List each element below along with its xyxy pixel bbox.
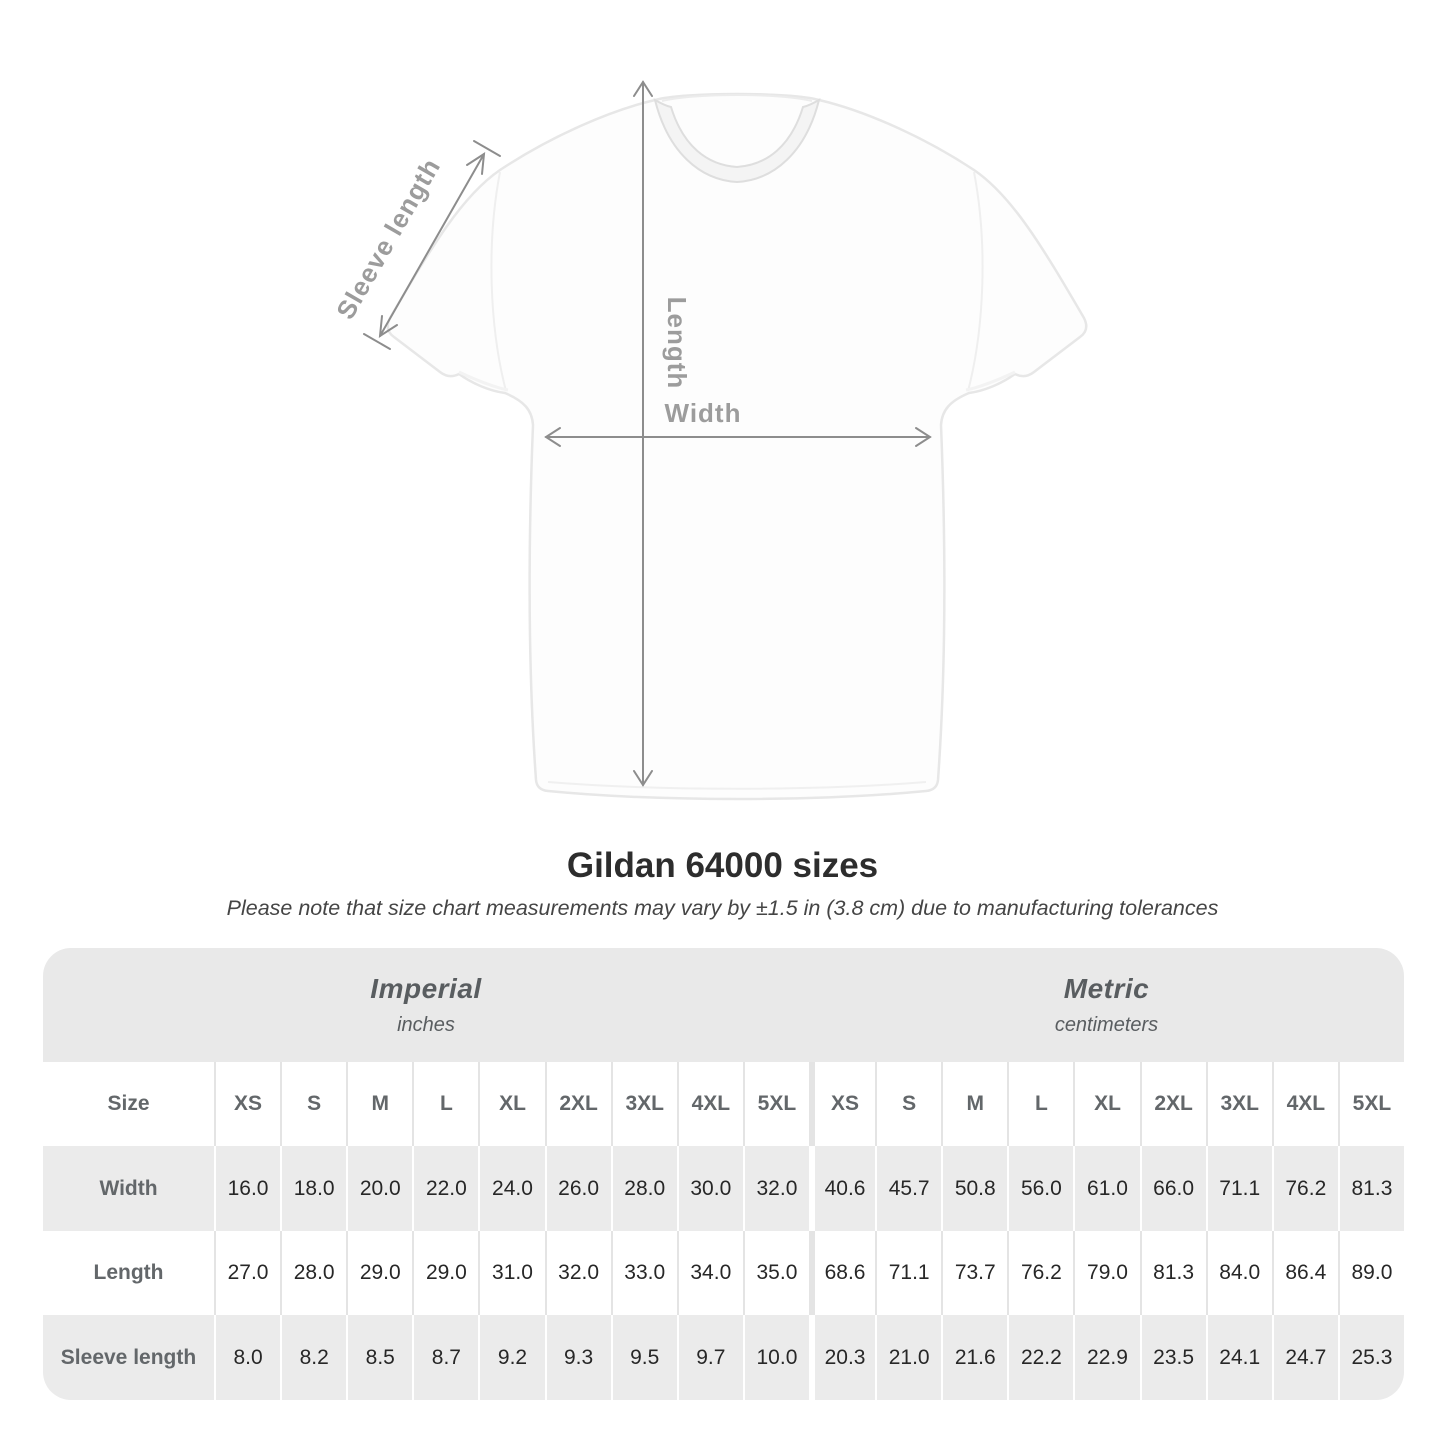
size-col-header: 5XL	[1337, 1062, 1404, 1146]
length-imperial-cell: 28.0	[280, 1231, 346, 1315]
metric-unit: centimeters	[1054, 1014, 1159, 1036]
size-col-header: M	[346, 1062, 412, 1146]
table-row-width: Width 16.0 18.0 20.0 22.0 24.0 26.0 28.0…	[43, 1146, 1404, 1231]
size-col-header: L	[412, 1062, 478, 1146]
size-col-header: 4XL	[676, 1062, 743, 1146]
sleeve-imperial-cell: 9.7	[676, 1315, 743, 1400]
table-row-sleeve-length: Sleeve length 8.0 8.2 8.5 8.7 9.2 9.3 9.…	[43, 1315, 1404, 1400]
width-metric-cell: 76.2	[1271, 1146, 1338, 1231]
sleeve-imperial-cell: 9.2	[478, 1315, 544, 1400]
width-imperial-cell: 18.0	[280, 1146, 346, 1231]
imperial-label: Imperial	[370, 973, 482, 1004]
width-metric-cell: 50.8	[941, 1146, 1007, 1231]
unit-header-row: Imperial inches Metric centimeters	[43, 948, 1404, 1062]
size-col-header: XS	[214, 1062, 280, 1146]
length-metric-cell: 79.0	[1073, 1231, 1139, 1315]
sleeve-imperial-cell: 8.7	[412, 1315, 478, 1400]
tshirt-measurement-diagram: Length Width Sleeve length	[330, 80, 1088, 801]
length-imperial-cell: 33.0	[610, 1231, 677, 1315]
width-metric-cell: 45.7	[875, 1146, 941, 1231]
size-col-header: 3XL	[610, 1062, 677, 1146]
sleeve-imperial-cell: 9.5	[610, 1315, 677, 1400]
size-col-header: XL	[1073, 1062, 1139, 1146]
imperial-section-header: Imperial inches	[43, 948, 809, 1062]
width-arrow	[544, 427, 932, 447]
length-label: Length	[662, 297, 692, 390]
width-label: Width	[665, 398, 742, 428]
length-metric-cell: 68.6	[809, 1231, 875, 1315]
sleeve-length-arrow	[363, 140, 501, 350]
sleeve-metric-cell: 22.2	[1007, 1315, 1073, 1400]
sleeve-metric-cell: 24.7	[1271, 1315, 1338, 1400]
row-label: Width	[99, 1176, 158, 1200]
page-title: Gildan 64000 sizes	[566, 846, 879, 885]
length-metric-cell: 84.0	[1205, 1231, 1272, 1315]
size-col-header: 2XL	[1139, 1062, 1206, 1146]
width-imperial-cell: 30.0	[676, 1146, 743, 1231]
length-imperial-cell: 31.0	[478, 1231, 544, 1315]
tolerance-note: Please note that size chart measurements…	[226, 896, 1219, 920]
size-col-header: 4XL	[1271, 1062, 1338, 1146]
sleeve-imperial-cell: 8.5	[346, 1315, 412, 1400]
size-table: Imperial inches Metric centimeters Size …	[43, 948, 1404, 1400]
size-col-header: S	[875, 1062, 941, 1146]
width-metric-cell: 61.0	[1073, 1146, 1139, 1231]
size-header-row: Size XS S M L XL 2XL 3XL 4XL 5XL XS S M …	[43, 1062, 1404, 1146]
size-col-header: XS	[809, 1062, 875, 1146]
width-imperial-cell: 24.0	[478, 1146, 544, 1231]
collar	[653, 97, 821, 184]
tshirt-illustration	[386, 92, 1088, 801]
sleeve-imperial-cell: 8.2	[280, 1315, 346, 1400]
width-imperial-cell: 26.0	[544, 1146, 611, 1231]
width-metric-cell: 40.6	[809, 1146, 875, 1231]
length-metric-cell: 71.1	[875, 1231, 941, 1315]
table-row-length: Length 27.0 28.0 29.0 29.0 31.0 32.0 33.…	[43, 1231, 1404, 1315]
sleeve-metric-cell: 20.3	[809, 1315, 875, 1400]
length-metric-cell: 73.7	[941, 1231, 1007, 1315]
length-arrow	[633, 80, 653, 787]
row-label: Sleeve length	[60, 1345, 197, 1369]
imperial-unit: inches	[397, 1014, 455, 1036]
width-imperial-cell: 20.0	[346, 1146, 412, 1231]
length-metric-cell: 81.3	[1139, 1231, 1206, 1315]
size-col-header: S	[280, 1062, 346, 1146]
width-metric-cell: 66.0	[1139, 1146, 1206, 1231]
sleeve-metric-cell: 22.9	[1073, 1315, 1139, 1400]
metric-section-header: Metric centimeters	[809, 948, 1404, 1062]
length-imperial-cell: 27.0	[214, 1231, 280, 1315]
width-imperial-cell: 22.0	[412, 1146, 478, 1231]
width-metric-cell: 71.1	[1205, 1146, 1272, 1231]
length-imperial-cell: 32.0	[544, 1231, 611, 1315]
width-imperial-cell: 28.0	[610, 1146, 677, 1231]
length-imperial-cell: 35.0	[742, 1231, 809, 1315]
sleeve-metric-cell: 25.3	[1337, 1315, 1404, 1400]
sleeve-metric-cell: 21.6	[941, 1315, 1007, 1400]
size-col-header: M	[941, 1062, 1007, 1146]
size-col-header: XL	[478, 1062, 544, 1146]
metric-label: Metric	[1063, 973, 1150, 1004]
sleeve-metric-cell: 23.5	[1139, 1315, 1206, 1400]
size-col-header: L	[1007, 1062, 1073, 1146]
length-metric-cell: 89.0	[1337, 1231, 1404, 1315]
length-metric-cell: 76.2	[1007, 1231, 1073, 1315]
size-corner-label: Size	[107, 1092, 150, 1115]
width-metric-cell: 56.0	[1007, 1146, 1073, 1231]
sleeve-metric-cell: 21.0	[875, 1315, 941, 1400]
width-imperial-cell: 32.0	[742, 1146, 809, 1231]
length-metric-cell: 86.4	[1271, 1231, 1338, 1315]
sleeve-imperial-cell: 9.3	[544, 1315, 611, 1400]
size-col-header: 2XL	[544, 1062, 611, 1146]
length-imperial-cell: 29.0	[346, 1231, 412, 1315]
size-col-header: 5XL	[742, 1062, 809, 1146]
length-imperial-cell: 34.0	[676, 1231, 743, 1315]
sleeve-metric-cell: 24.1	[1205, 1315, 1272, 1400]
sleeve-imperial-cell: 10.0	[742, 1315, 809, 1400]
size-col-header: 3XL	[1205, 1062, 1272, 1146]
sleeve-imperial-cell: 8.0	[214, 1315, 280, 1400]
length-imperial-cell: 29.0	[412, 1231, 478, 1315]
width-imperial-cell: 16.0	[214, 1146, 280, 1231]
row-label: Length	[93, 1261, 164, 1284]
width-metric-cell: 81.3	[1337, 1146, 1404, 1231]
